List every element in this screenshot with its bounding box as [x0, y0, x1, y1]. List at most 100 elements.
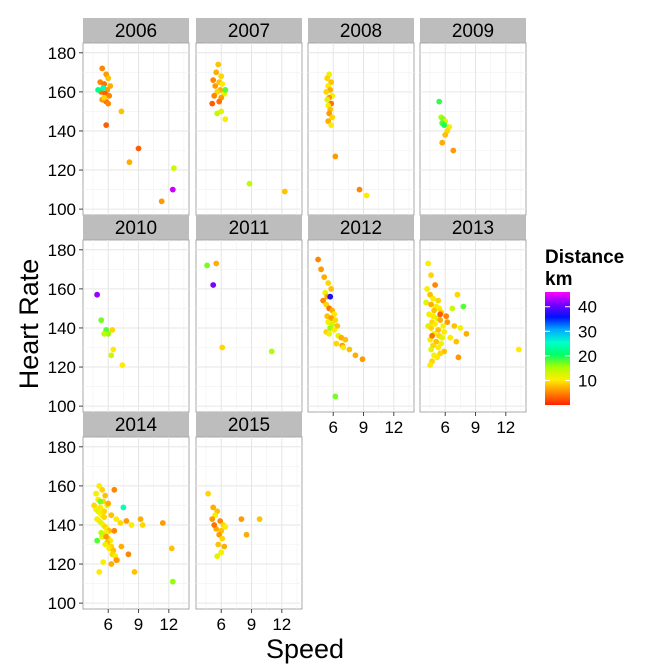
- data-point: [219, 81, 226, 87]
- facet-strip-label: 2015: [228, 415, 270, 436]
- plot-area: [307, 239, 415, 413]
- data-point: [334, 323, 341, 329]
- data-point: [158, 198, 165, 205]
- data-point: [243, 531, 250, 538]
- facet-panel-2012: 2012: [307, 215, 415, 413]
- data-point: [431, 307, 437, 314]
- facet-strip: [196, 412, 302, 437]
- data-point: [328, 122, 335, 128]
- y-tick-label: 120: [48, 161, 76, 180]
- data-point: [107, 83, 114, 89]
- data-point: [434, 354, 441, 361]
- axes: 100 120 140 160 180 100 120 140 160 180 6 9 12 6 9 12 10…: [48, 44, 516, 634]
- data-point: [103, 533, 110, 540]
- data-point: [437, 317, 444, 323]
- y-tick-label: 120: [48, 555, 76, 574]
- data-point: [113, 557, 120, 563]
- data-point: [329, 114, 336, 121]
- legend-ticks: 10 20 30 40: [545, 298, 597, 390]
- data-point: [111, 486, 118, 493]
- data-point: [111, 527, 118, 534]
- plot-area: [195, 239, 303, 413]
- facet-panel-2010: 2010: [82, 215, 190, 413]
- data-point: [218, 549, 225, 556]
- data-point: [213, 69, 220, 76]
- facet-strip-label: 2009: [452, 21, 494, 42]
- data-point: [332, 317, 339, 323]
- y-tick-label: 140: [48, 122, 76, 141]
- data-point: [443, 313, 450, 320]
- data-point: [460, 303, 467, 310]
- plot-area: [82, 239, 190, 413]
- data-point: [128, 522, 135, 528]
- data-point: [118, 108, 125, 115]
- x-tick-label: 9: [134, 615, 143, 634]
- y-tick-label: 100: [48, 200, 76, 219]
- data-point: [516, 346, 522, 353]
- data-point: [435, 344, 442, 351]
- x-tick-label: 9: [359, 418, 368, 437]
- data-point: [109, 327, 116, 333]
- data-point: [326, 330, 333, 337]
- data-point: [441, 122, 448, 128]
- data-point: [100, 559, 107, 565]
- data-point: [102, 541, 109, 548]
- data-point: [430, 295, 436, 302]
- data-point: [209, 100, 216, 107]
- data-point: [169, 578, 176, 585]
- data-point: [331, 327, 338, 333]
- data-point: [455, 354, 462, 361]
- facet-strip-label: 2006: [115, 21, 157, 42]
- data-point: [97, 504, 104, 511]
- data-point: [210, 77, 217, 83]
- data-point: [98, 529, 105, 536]
- data-point: [325, 280, 332, 286]
- legend-tick-label: 20: [578, 347, 597, 366]
- data-point: [435, 297, 442, 304]
- data-point: [238, 516, 245, 522]
- data-point: [363, 192, 370, 199]
- data-point: [113, 516, 120, 522]
- data-point: [135, 145, 142, 152]
- data-point: [217, 518, 224, 524]
- data-point: [219, 344, 226, 351]
- legend-tick-label: 30: [578, 322, 597, 341]
- data-point: [428, 301, 434, 308]
- data-point: [169, 186, 176, 193]
- data-point: [222, 87, 229, 93]
- data-point: [212, 83, 219, 89]
- distance-legend: Distance km 10 20 30 40: [545, 247, 624, 405]
- data-point: [209, 516, 216, 522]
- data-point: [99, 486, 106, 493]
- data-point: [323, 89, 330, 95]
- x-tick-label: 12: [159, 615, 178, 634]
- data-point: [356, 186, 363, 193]
- data-point: [432, 321, 438, 327]
- facet-strip-label: 2007: [228, 21, 270, 42]
- data-point: [105, 75, 112, 82]
- x-tick-label: 6: [441, 418, 450, 437]
- data-point: [222, 116, 229, 123]
- facet-panel-2006: 2006: [82, 18, 190, 216]
- data-point: [205, 490, 212, 497]
- data-point: [215, 541, 222, 548]
- data-point: [108, 512, 115, 519]
- data-point: [447, 334, 454, 341]
- data-point: [436, 98, 443, 105]
- facet-strip-label: 2013: [452, 218, 494, 239]
- data-point: [216, 98, 223, 105]
- facet-panel-2007: 2007: [195, 18, 303, 216]
- data-point: [123, 518, 130, 524]
- data-point: [139, 522, 146, 528]
- data-point: [428, 325, 434, 331]
- data-point: [433, 338, 440, 345]
- data-point: [454, 291, 461, 298]
- data-point: [137, 516, 144, 522]
- y-tick-label: 120: [48, 358, 76, 377]
- data-point: [432, 282, 438, 288]
- data-point: [94, 291, 100, 298]
- data-point: [320, 297, 326, 304]
- legend-title-line2: km: [545, 269, 572, 290]
- data-point: [315, 256, 321, 263]
- data-point: [442, 132, 449, 138]
